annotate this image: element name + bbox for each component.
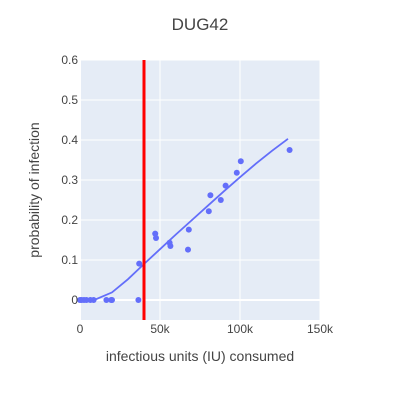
y-axis-ticks: 0 0.1 0.2 0.3 0.4 0.5 0.6 (61, 53, 78, 307)
data-point (233, 169, 240, 176)
x-axis-ticks: 0 50k 100k 150k (77, 322, 334, 336)
x-axis-title: infectious units (IU) consumed (106, 348, 294, 364)
data-point (90, 297, 97, 303)
data-point (135, 297, 142, 303)
y-tick-label: 0.1 (61, 253, 78, 267)
y-tick-label: 0.4 (61, 133, 78, 147)
y-tick-label: 0.6 (61, 53, 78, 67)
data-point (205, 208, 212, 215)
y-tick-label: 0.2 (61, 213, 78, 227)
plot-area (80, 60, 320, 320)
data-point (136, 260, 143, 267)
y-tick-label: 0.5 (61, 93, 78, 107)
x-tick-label: 100k (227, 322, 254, 336)
data-point (237, 158, 244, 165)
chart-title: DUG42 (172, 15, 229, 34)
data-point (103, 297, 110, 303)
fit-line (79, 138, 289, 301)
data-point (207, 192, 214, 199)
x-tick-label: 0 (77, 322, 84, 336)
data-point (222, 182, 229, 189)
data-point (109, 297, 115, 303)
y-tick-label: 0 (71, 293, 78, 307)
gridlines (79, 59, 321, 320)
x-tick-label: 150k (307, 322, 334, 336)
x-tick-label: 50k (150, 322, 170, 336)
data-point (286, 147, 293, 153)
series-layer (77, 60, 293, 320)
data-point (167, 243, 174, 249)
data-point (217, 197, 224, 203)
data-point (185, 246, 191, 253)
y-axis-title: probability of infection (26, 122, 42, 257)
data-point (185, 226, 192, 233)
data-point (153, 235, 159, 241)
y-tick-label: 0.3 (61, 173, 78, 187)
